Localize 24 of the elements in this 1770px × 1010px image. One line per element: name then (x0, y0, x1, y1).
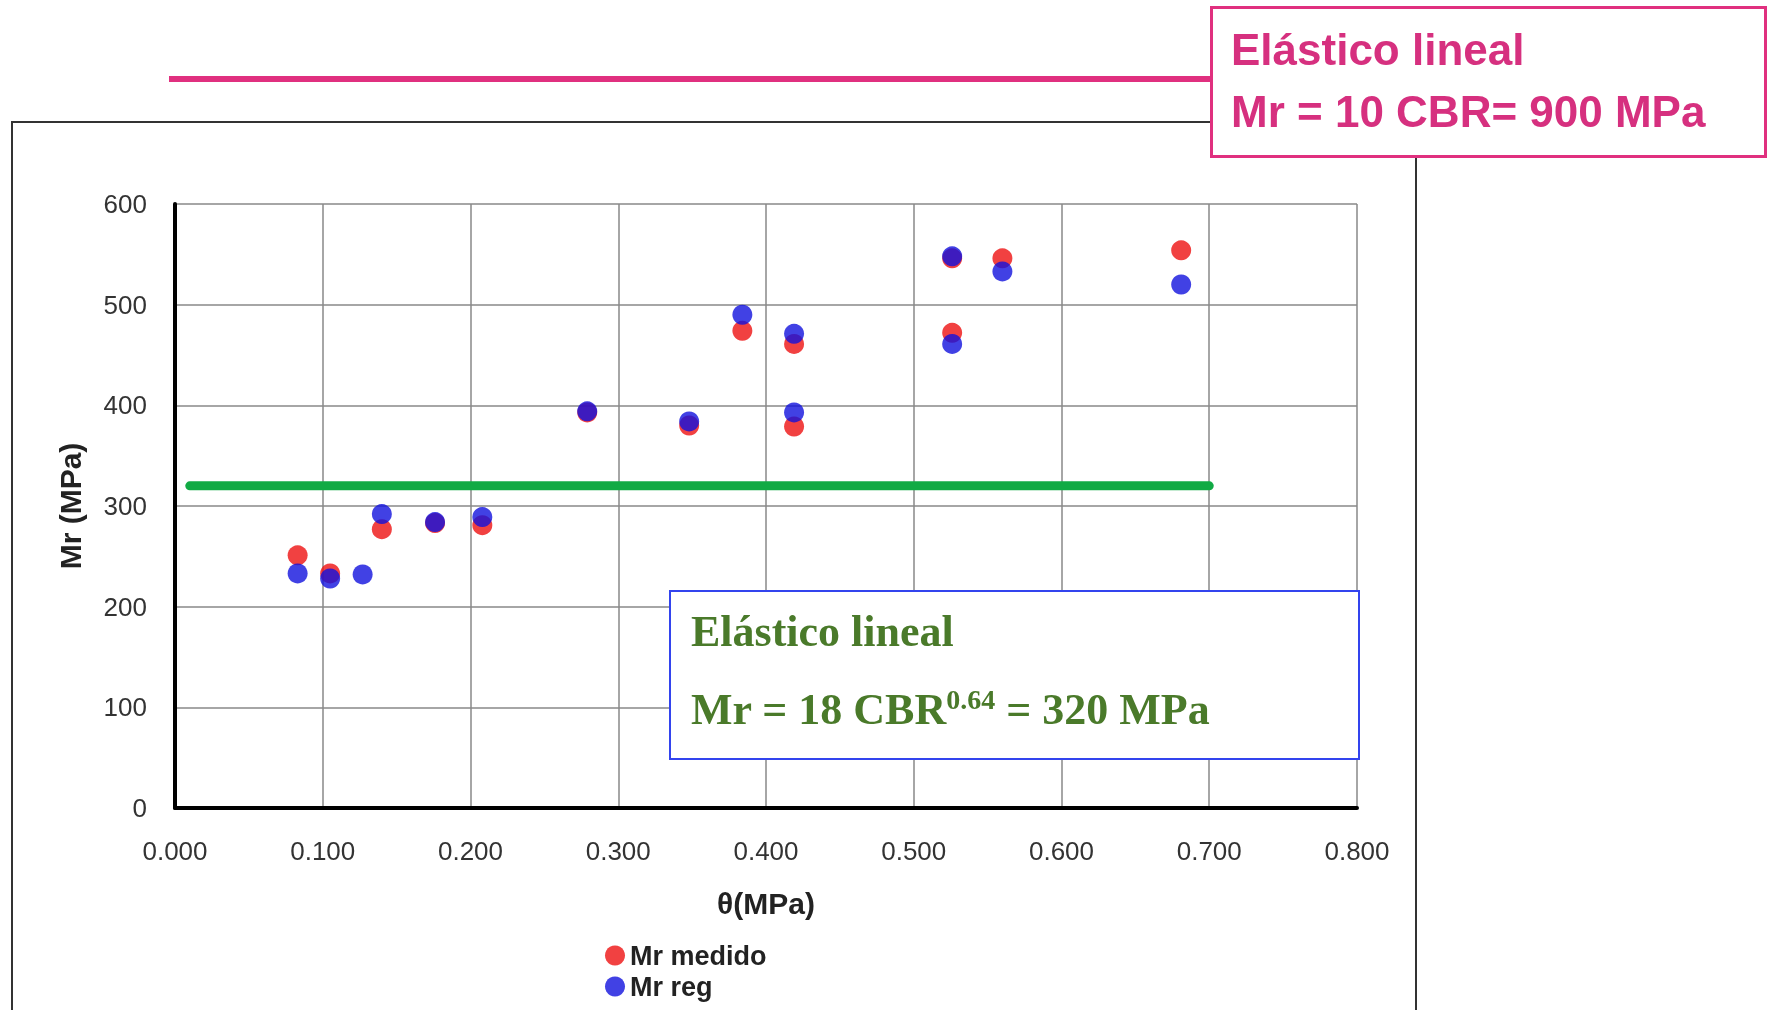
note-box: Elástico lineal Mr = 10 CBR= 900 MPa (1210, 6, 1767, 158)
y-tick-label: 100 (103, 692, 147, 723)
y-tick-label: 500 (103, 289, 147, 320)
note-box: Elástico lineal Mr = 18 CBR$^{0.64}$ = 320 MPa (669, 590, 1360, 760)
annotation: Elástico lineal (691, 606, 955, 658)
y-tick-label: 600 (103, 189, 147, 219)
x-tick-label: 0.100 (290, 836, 356, 866)
y-axis-title: Mr (MPa) (53, 442, 87, 570)
legend-label: Mr reg (630, 971, 713, 1002)
x-axis-title: θ(MPa) (717, 886, 815, 920)
x-tick-label: 0.500 (881, 836, 947, 866)
x-tick-label: 0.400 (733, 836, 799, 866)
annotation: Mr = 18 CBR$^{0.64}$ = 320 MPa (691, 684, 1211, 736)
x-tick-label: 0.700 (1176, 836, 1242, 866)
legend-label: Mr medido (630, 940, 767, 971)
x-tick-label: 0.300 (585, 836, 651, 866)
x-tick-label: 0.600 (1028, 836, 1095, 866)
x-tick-label: 0.000 (142, 836, 208, 866)
y-tick-label: 0 (132, 793, 147, 823)
x-tick-label: 0.200 (437, 836, 504, 866)
y-tick-label: 200 (103, 591, 147, 622)
y-tick-label: 400 (103, 390, 147, 421)
y-tick-label: 300 (103, 491, 147, 521)
x-tick-label: 0.800 (1324, 836, 1390, 866)
